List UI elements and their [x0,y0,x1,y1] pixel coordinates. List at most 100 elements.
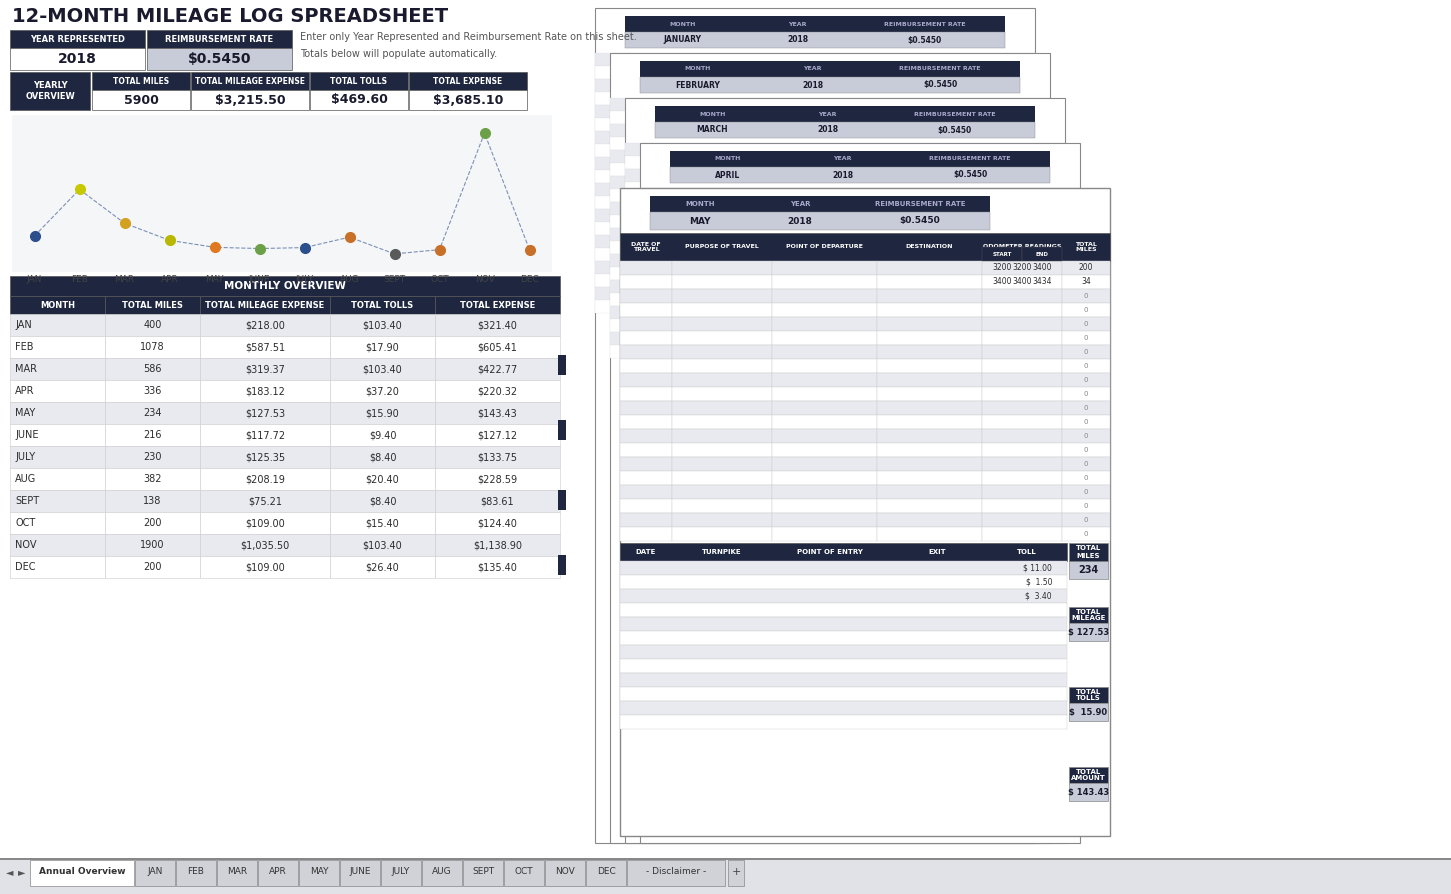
Bar [620,499,672,513]
Bar [435,296,560,314]
Bar [670,151,1051,167]
Text: YEAR: YEAR [833,156,852,162]
Bar [104,358,200,380]
Bar [200,556,329,578]
Text: 0: 0 [1084,447,1088,453]
Bar [595,66,1035,79]
Bar [625,312,1065,325]
Text: POINT OF DEPARTURE: POINT OF DEPARTURE [786,244,863,249]
Bar [672,289,772,303]
Bar [200,380,329,402]
Text: TOTAL EXPENSE: TOTAL EXPENSE [460,300,535,309]
Text: 0: 0 [1084,293,1088,299]
Text: $ 11.00: $ 11.00 [1023,563,1052,572]
Bar [218,860,257,886]
Bar [435,534,560,556]
Bar [876,485,982,499]
Bar [620,485,672,499]
Text: SEPT: SEPT [15,496,39,506]
Bar [625,143,1065,156]
Text: 400: 400 [144,320,161,330]
Text: FEB: FEB [187,867,205,876]
Text: 230: 230 [144,452,161,462]
Text: $605.41: $605.41 [477,342,518,352]
Bar [10,468,104,490]
Text: JUNE: JUNE [350,867,371,876]
Text: $  15.90: $ 15.90 [1069,707,1107,716]
Text: TOTAL
AMOUNT: TOTAL AMOUNT [1071,769,1106,781]
Text: JULY: JULY [15,452,35,462]
Text: REIMBURSEMENT RATE: REIMBURSEMENT RATE [914,112,995,116]
Text: YEAR REPRESENTED: YEAR REPRESENTED [30,35,125,44]
Bar [625,286,1065,299]
Bar [104,512,200,534]
Text: DESTINATION: DESTINATION [905,244,953,249]
Bar [1062,401,1110,415]
Bar [982,261,1062,275]
Bar [982,331,1062,345]
Text: 3400: 3400 [1032,264,1052,273]
Bar [640,305,1080,318]
Bar [609,124,1051,137]
Text: MONTH: MONTH [669,21,695,27]
Bar [200,512,329,534]
Text: $208.19: $208.19 [245,474,284,484]
Bar [435,314,560,336]
Bar [435,336,560,358]
Text: $422.77: $422.77 [477,364,518,374]
Bar [1069,607,1109,623]
Bar [620,303,672,317]
Text: $117.72: $117.72 [245,430,284,440]
Text: 234: 234 [144,408,161,418]
Bar [609,319,1051,332]
Bar [772,513,876,527]
Bar [620,471,672,485]
Bar [1069,623,1109,641]
Bar [329,556,435,578]
Bar [559,555,566,575]
Bar [586,860,625,886]
Bar [559,490,566,510]
Bar [625,247,1065,260]
Bar [620,317,672,331]
Bar [1062,527,1110,541]
Bar [876,443,982,457]
Text: AUG: AUG [15,474,36,484]
Bar [609,267,1051,280]
Text: $0.5450: $0.5450 [187,52,251,66]
Bar [435,380,560,402]
Text: APRIL: APRIL [715,171,740,180]
Bar [147,48,292,70]
Text: OCT: OCT [15,518,35,528]
Bar [329,468,435,490]
Bar [625,182,1065,195]
Bar [609,202,1051,215]
Bar [104,380,200,402]
Bar [595,248,1035,261]
Text: 2018: 2018 [802,80,823,89]
Text: 0: 0 [1084,335,1088,341]
Text: $135.40: $135.40 [477,562,518,572]
Bar [104,490,200,512]
Bar [1062,359,1110,373]
Text: $143.43: $143.43 [477,408,518,418]
Bar [625,377,1065,390]
Bar [200,358,329,380]
Bar [329,534,435,556]
Text: MAY: MAY [689,216,711,225]
Bar [503,860,544,886]
Bar [620,233,1110,261]
Bar [609,228,1051,241]
Text: $321.40: $321.40 [477,320,518,330]
Bar [620,659,1066,673]
Text: 0: 0 [1084,475,1088,481]
Bar [640,143,1080,843]
Bar [192,90,309,110]
Text: JAN: JAN [15,320,32,330]
Text: YEAR: YEAR [804,66,821,72]
Bar [104,296,200,314]
Bar [595,131,1035,144]
Bar [1062,429,1110,443]
Text: +: + [731,867,740,877]
Bar [772,373,876,387]
